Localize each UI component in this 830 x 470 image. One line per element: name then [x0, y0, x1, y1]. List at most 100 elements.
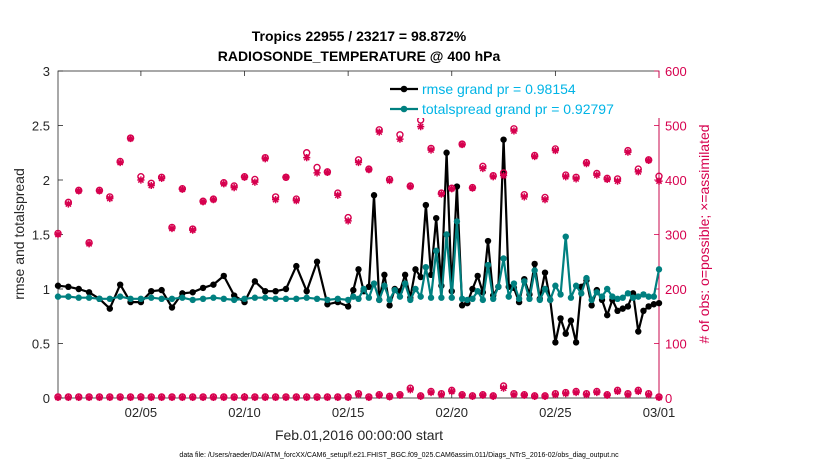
totalspread-point [54, 293, 62, 300]
assimilated_low-point [531, 392, 539, 400]
rmse-point [645, 303, 652, 310]
assimilated-point [448, 185, 456, 193]
y-tick-label-right: 400 [665, 173, 687, 188]
assimilated-point [209, 196, 218, 204]
assimilated-point [313, 169, 321, 177]
rmse-line [57, 138, 660, 344]
legend: rmse grand pr = 0.98154 totalspread gran… [386, 78, 664, 118]
assimilated_low-point [448, 387, 456, 396]
totalspread-point [376, 296, 383, 304]
assimilated_low-point [572, 388, 580, 397]
rmse-point [443, 149, 450, 156]
rmse-point [531, 260, 538, 268]
y-tick-label-left: 3 [43, 64, 50, 79]
assimilated_low-point [562, 390, 570, 398]
assimilated-point [106, 194, 114, 203]
plot-area: 02/05 02/10 02/15 02/20 02/25 03/0100.511.522… [32, 64, 687, 420]
assimilated-point [489, 173, 497, 181]
y-tick-label-right: 0 [665, 391, 672, 406]
x-tick-label: 02/05 [125, 405, 158, 420]
y-tick-label-right: 300 [665, 228, 687, 243]
rmse-point [210, 281, 217, 288]
x-axis-label: Feb.01,2016 00:00:00 start [275, 427, 443, 443]
assimilated_low-point [64, 393, 72, 402]
totalspread-point [650, 293, 658, 300]
rmse-point [85, 289, 93, 296]
totalspread-point [635, 293, 642, 300]
assimilated-point [54, 230, 62, 239]
rmse-point [355, 266, 362, 273]
rmse-point [344, 303, 352, 310]
assimilated-point [603, 175, 611, 184]
assimilated-point [323, 168, 332, 176]
rmse-point [148, 287, 155, 295]
y-tick-label-left: 0.5 [32, 337, 50, 352]
assimilated_low-point [375, 391, 383, 399]
totalspread-point [526, 295, 533, 303]
assimilated-point [85, 240, 93, 248]
totalspread-point [262, 294, 269, 301]
rmse-point [386, 302, 393, 309]
totalspread-point [474, 287, 481, 295]
rmse-point [251, 278, 259, 285]
assimilated_low-point [634, 387, 642, 396]
assimilated-point [334, 191, 342, 199]
assimilated_low-point [54, 393, 62, 402]
assimilated_low-point [178, 393, 186, 402]
y-tick-label-right: 200 [665, 282, 687, 297]
totalspread-point [293, 295, 300, 303]
totalspread-point [603, 285, 611, 293]
assimilated_low-point [230, 393, 238, 402]
assimilated_low-point [168, 393, 176, 402]
totalspread-point [344, 296, 352, 304]
y-tick-label-left: 1 [43, 282, 50, 297]
totalspread-point [624, 290, 632, 297]
assimilated-point [272, 196, 280, 204]
totalspread-point [464, 296, 471, 304]
y-tick-label-right: 500 [665, 119, 687, 134]
totalspread-point [75, 294, 82, 301]
totalspread-point [137, 295, 145, 303]
assimilated-point [624, 148, 632, 156]
rmse-point [650, 301, 658, 308]
assimilated_low-point [272, 393, 280, 402]
assimilated_low-point [417, 392, 425, 400]
rmse-point [422, 201, 430, 209]
totalspread-point [199, 295, 207, 303]
assimilated-point [613, 177, 622, 185]
totalspread-point [546, 296, 554, 304]
legend-spread-marker [400, 105, 408, 113]
totalspread-point [355, 295, 362, 303]
totalspread-point [334, 295, 341, 303]
totalspread-point [588, 296, 595, 304]
assimilated-point [510, 127, 518, 135]
totalspread-point [350, 293, 357, 300]
assimilated_low-point [510, 391, 518, 399]
rmse-point [54, 282, 62, 289]
totalspread-point [116, 293, 124, 300]
rmse-point [65, 283, 72, 291]
rmse-point [262, 287, 269, 295]
totalspread-point [541, 285, 549, 293]
assimilated-point [655, 177, 663, 185]
totalspread-point [629, 294, 637, 301]
assimilated_low-point [126, 393, 135, 402]
rmse-point [417, 273, 424, 281]
assimilated_low-point [593, 388, 601, 397]
assimilated-point [458, 140, 466, 149]
assimilated_low-point [209, 393, 218, 402]
y-tick-label-right: 600 [665, 64, 687, 79]
assimilated_low-point [158, 393, 166, 402]
totalspread-point [230, 296, 238, 304]
assimilated_low-point [468, 392, 477, 400]
assimilated-point [147, 181, 155, 190]
totalspread-point [412, 285, 419, 293]
assimilated-point [406, 182, 414, 191]
totalspread-point [562, 233, 569, 240]
rmse-point [370, 192, 378, 199]
totalspread-point [401, 280, 409, 287]
assimilated_low-point [437, 391, 445, 399]
assimilated_low-point [479, 391, 487, 399]
totalspread-point [484, 261, 492, 269]
assimilated_low-point [251, 393, 259, 402]
